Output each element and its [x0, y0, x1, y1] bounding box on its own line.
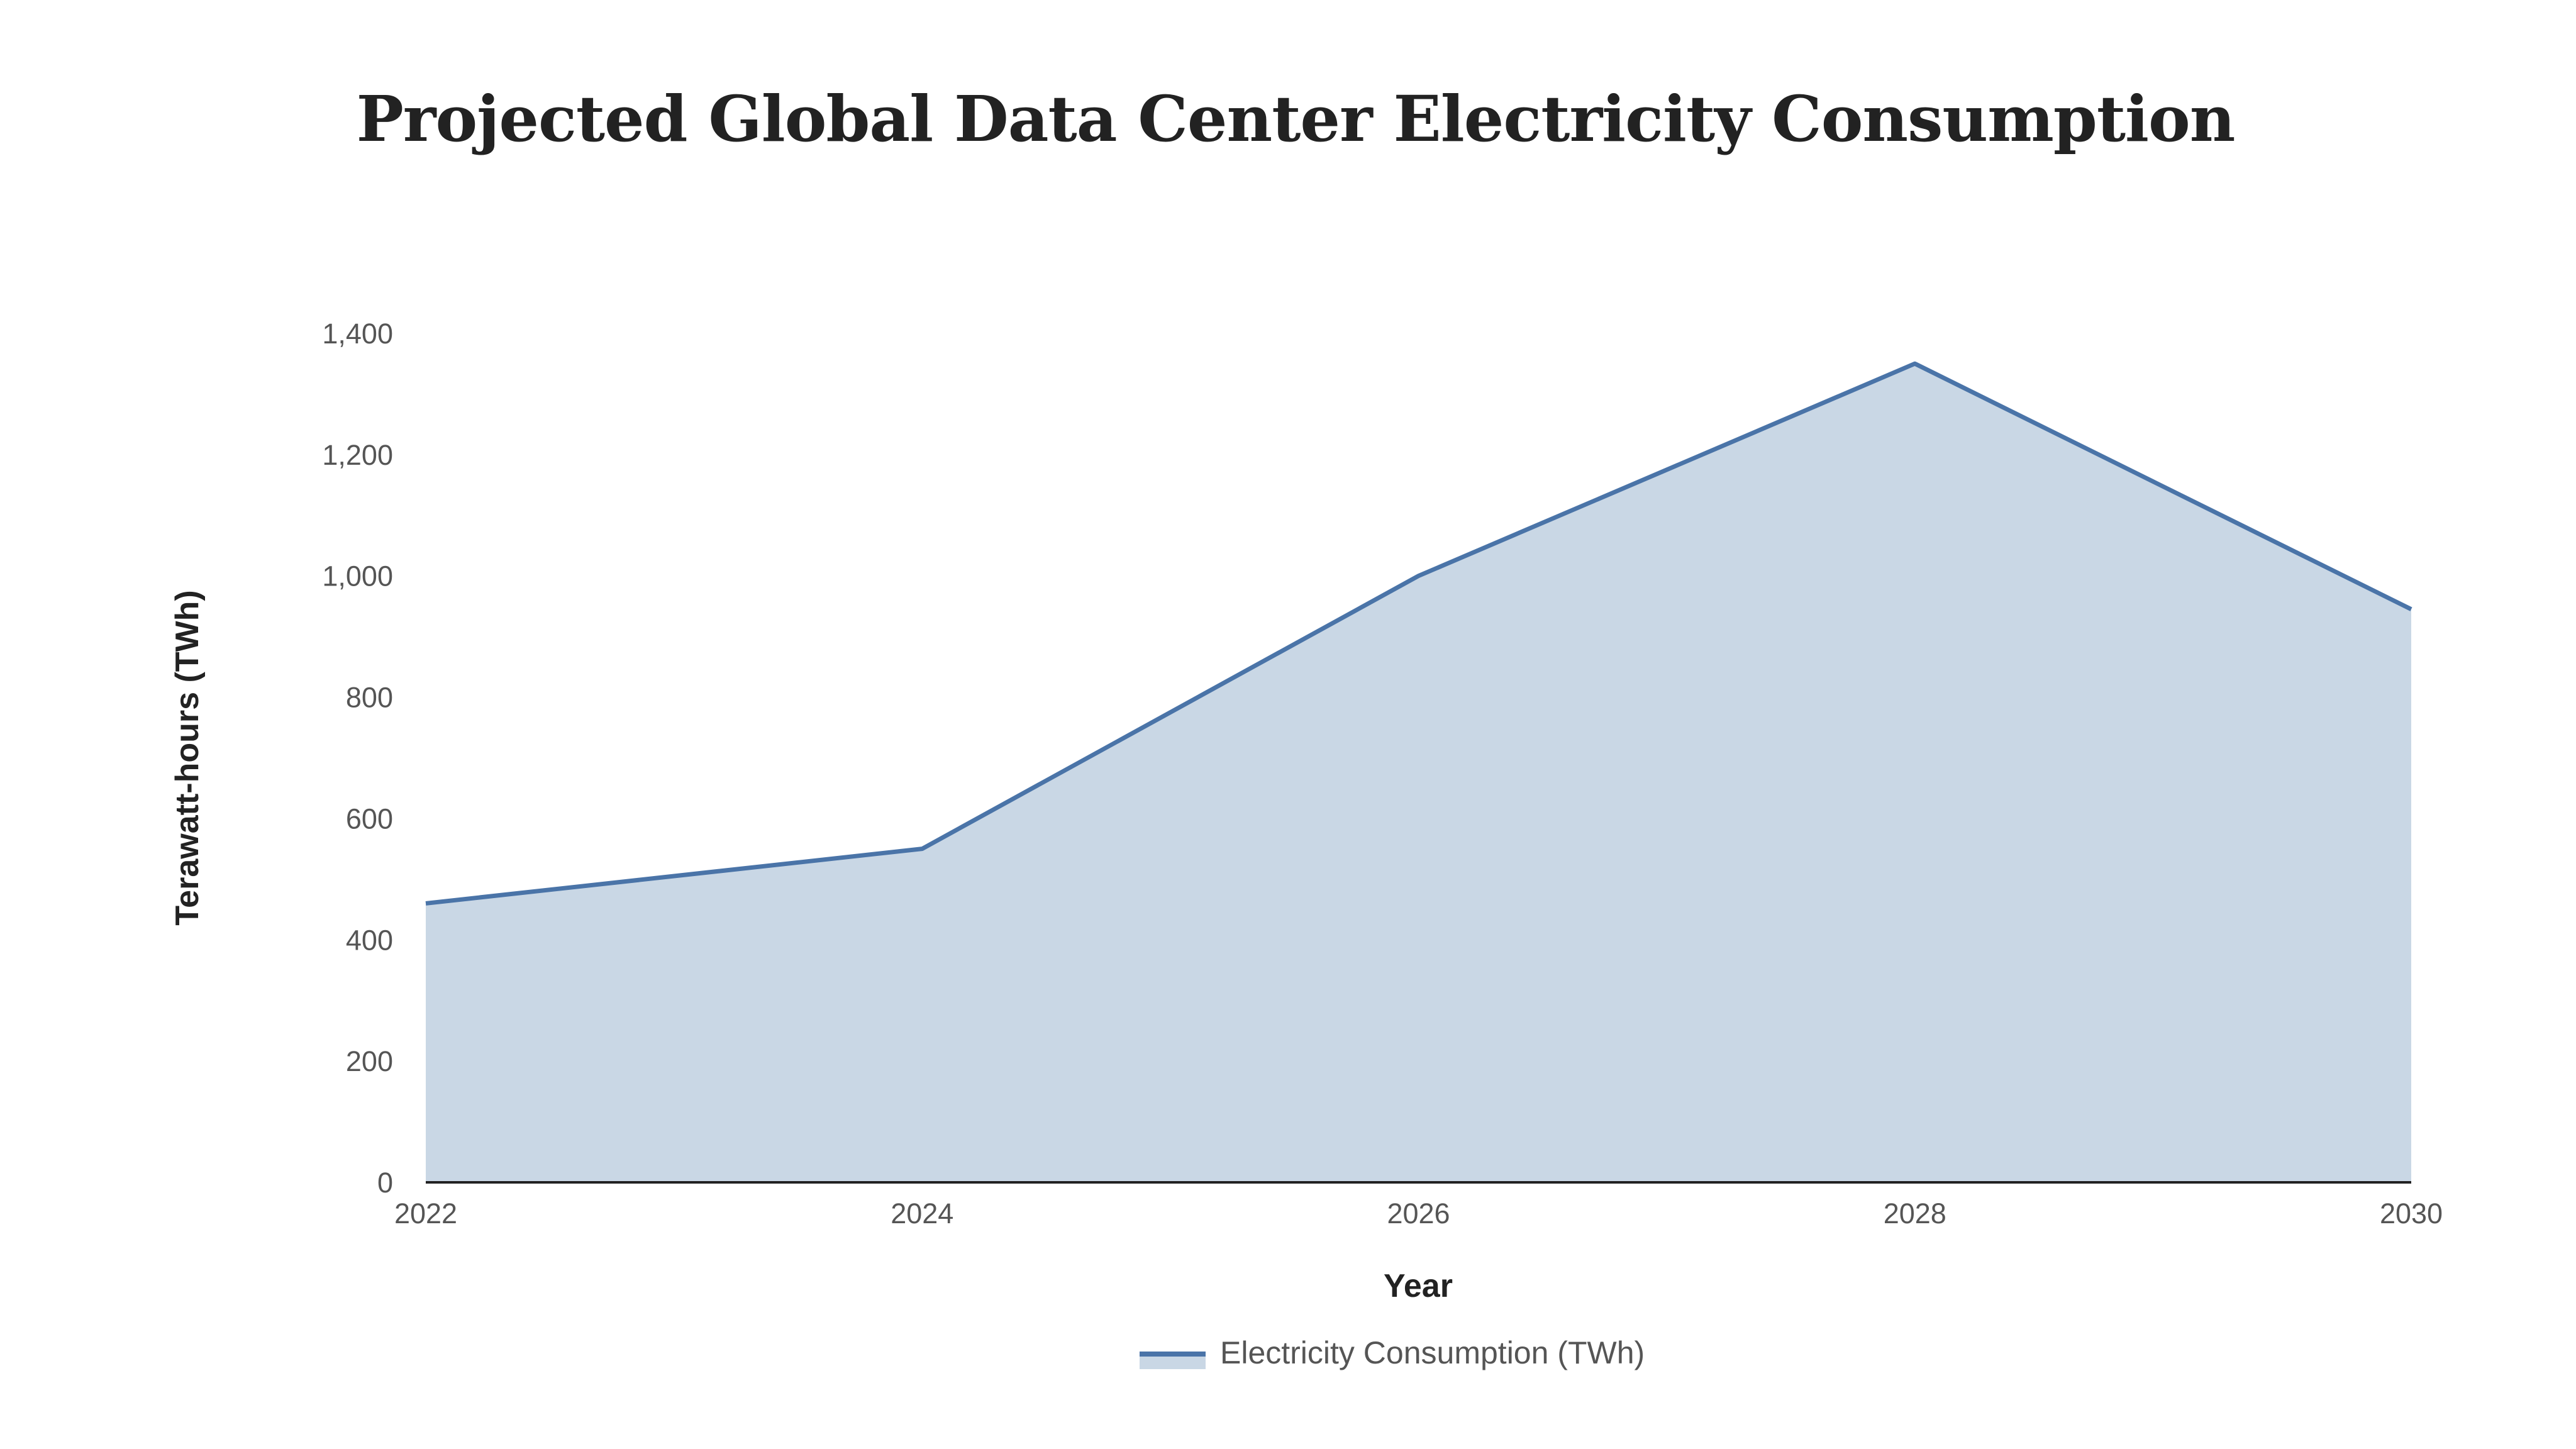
chart-title: Projected Global Data Center Electricity… — [356, 82, 2236, 156]
x-tick-label: 2028 — [1884, 1197, 1946, 1230]
y-tick-label: 0 — [377, 1167, 393, 1199]
y-tick-label: 1,400 — [322, 318, 393, 350]
y-tick-label: 600 — [346, 802, 393, 835]
x-tick-label: 2024 — [891, 1197, 953, 1230]
series-line — [425, 361, 2412, 906]
x-tick-label: 2030 — [2380, 1197, 2443, 1230]
y-tick-label: 1,200 — [322, 439, 393, 471]
area-fill — [426, 364, 2411, 1182]
y-tick-label: 400 — [346, 924, 393, 956]
y-axis-title: Terawatt-hours (TWh) — [169, 590, 206, 925]
legend: Electricity Consumption (TWh) — [1140, 1335, 1645, 1370]
y-tick-label: 1,000 — [322, 560, 393, 592]
legend-label: Electricity Consumption (TWh) — [1220, 1335, 1645, 1370]
x-axis-title: Year — [1384, 1268, 1453, 1304]
x-tick-label: 2022 — [394, 1197, 457, 1230]
y-tick-label: 200 — [346, 1045, 393, 1077]
x-tick-label: 2026 — [1387, 1197, 1450, 1230]
y-tick-label: 800 — [346, 682, 393, 714]
